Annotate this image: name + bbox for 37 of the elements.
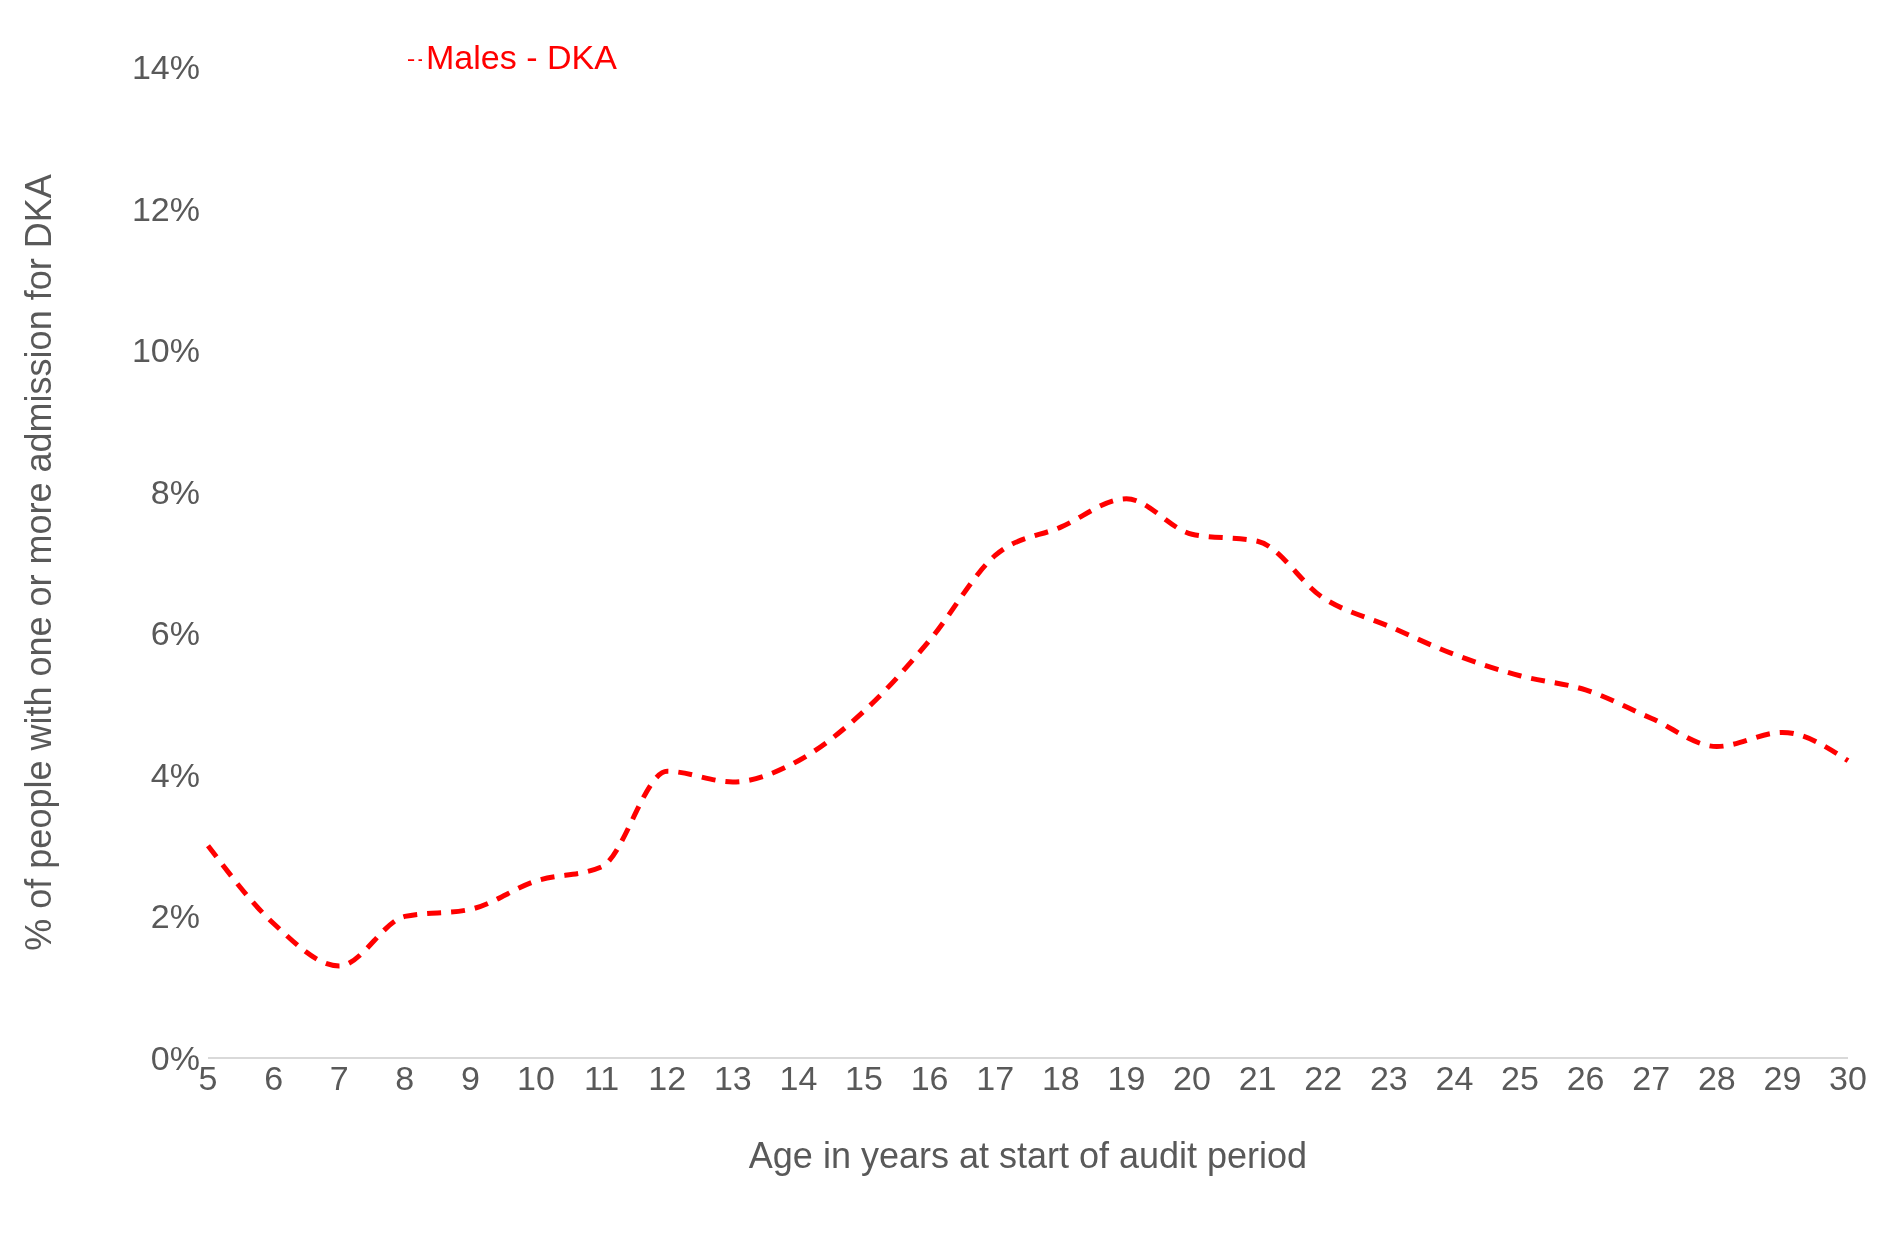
x-tick-label: 25 [1501, 1059, 1539, 1098]
x-tick-label: 6 [264, 1059, 284, 1098]
y-tick-label: 6% [150, 614, 200, 653]
y-tick-label: 12% [131, 189, 200, 228]
x-tick-label: 26 [1566, 1059, 1605, 1098]
x-tick-label: 21 [1238, 1059, 1277, 1098]
x-tick-label: 28 [1697, 1059, 1736, 1098]
x-tick-label: 5 [198, 1059, 218, 1098]
x-tick-label: 18 [1041, 1059, 1080, 1098]
x-tick-label: 10 [517, 1059, 555, 1098]
x-tick-label: 29 [1763, 1059, 1802, 1098]
x-tick-label: 9 [460, 1059, 480, 1098]
x-tick-label: 22 [1304, 1059, 1343, 1098]
x-tick-label: 12 [648, 1059, 687, 1098]
x-axis-title: Age in years at start of audit period [748, 1135, 1308, 1176]
x-tick-label: 14 [779, 1059, 818, 1098]
x-tick-label: 15 [845, 1059, 883, 1098]
y-tick-label: 8% [150, 472, 200, 511]
y-axis-title: % of people with one or more admission for DKA [17, 174, 59, 951]
legend-label: Males - DKA [426, 38, 617, 76]
y-tick-label: 4% [150, 755, 200, 794]
y-tick-label: 14% [131, 48, 200, 87]
y-tick-label: 0% [150, 1039, 200, 1078]
x-tick-label: 17 [976, 1059, 1015, 1098]
x-tick-label: 19 [1107, 1059, 1146, 1098]
x-tick-label: 27 [1632, 1059, 1671, 1098]
x-tick-label: 20 [1173, 1059, 1211, 1098]
x-tick-label: 13 [713, 1059, 752, 1098]
x-tick-label: 7 [329, 1059, 349, 1098]
x-tick-label: 16 [910, 1059, 949, 1098]
y-tick-label: 2% [150, 897, 200, 936]
x-tick-label: 24 [1435, 1059, 1474, 1098]
x-tick-label: 23 [1369, 1059, 1408, 1098]
y-tick-label: 10% [131, 331, 200, 370]
x-tick-label: 8 [395, 1059, 415, 1098]
x-tick-label: 11 [583, 1059, 620, 1098]
x-tick-label: 30 [1829, 1059, 1867, 1098]
